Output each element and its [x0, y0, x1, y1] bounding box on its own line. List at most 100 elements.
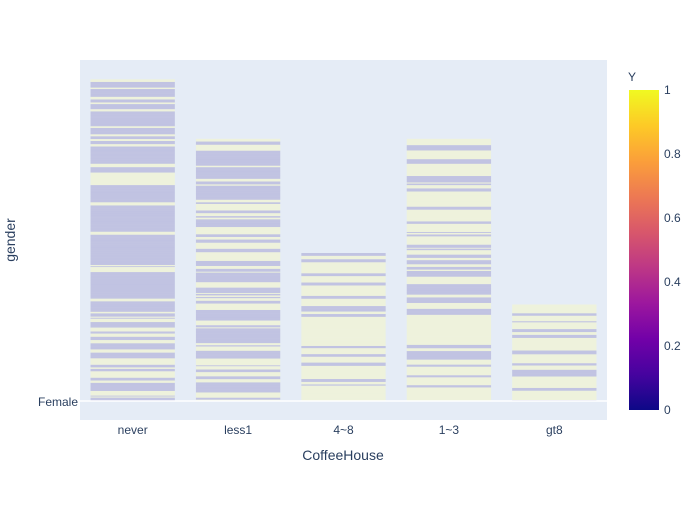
bar-segment	[195, 384, 281, 387]
bar-segment	[406, 232, 492, 234]
bar-segment	[90, 234, 175, 238]
colorbar-tick-label: 0.8	[664, 147, 681, 161]
bar-segment	[90, 250, 175, 253]
bar-segment	[90, 237, 175, 241]
bar-segment	[90, 94, 175, 97]
x-tick-layer: never less1 4~8 1~3 gt8	[118, 423, 563, 437]
bar-segment	[301, 277, 386, 281]
bar-segment	[195, 326, 281, 328]
bar-segment	[406, 377, 492, 380]
bar-segment	[301, 368, 386, 372]
bar-segment	[195, 138, 281, 142]
bar-segment	[195, 227, 281, 230]
bar-segment	[90, 275, 175, 277]
bar-segment	[195, 389, 281, 393]
bar-segment	[406, 278, 492, 282]
bar-segment	[406, 239, 492, 242]
bar-segment	[90, 104, 175, 107]
bar-segment	[512, 394, 597, 397]
bar-segment	[301, 320, 386, 322]
bar-segment	[195, 313, 281, 316]
bar-segment	[301, 342, 386, 345]
x-tick-label-less1: less1	[224, 423, 252, 437]
bar-segment	[90, 281, 175, 285]
bar-segment	[195, 163, 281, 166]
bar-segment	[512, 348, 597, 351]
bar-gt8	[512, 304, 597, 401]
bar-segment	[301, 334, 386, 337]
bar-segment	[512, 329, 597, 332]
bar-segment	[90, 121, 175, 125]
bar-segment	[301, 366, 386, 369]
colorbar-tick-label: 0.2	[664, 339, 681, 353]
bar-segment	[90, 183, 175, 186]
bar-segment	[90, 217, 175, 219]
bar-segment	[301, 306, 386, 309]
bar-segment	[195, 392, 281, 396]
bar-segment	[90, 333, 175, 337]
bar-segment	[90, 247, 175, 251]
bar-segment	[406, 292, 492, 295]
bar-segment	[195, 336, 281, 339]
bar-segment	[301, 373, 386, 377]
bar-segment	[195, 328, 281, 331]
bar-segment	[90, 240, 175, 243]
bar-segment	[90, 197, 175, 200]
bar-segment	[90, 102, 175, 105]
bar-segment	[90, 289, 175, 293]
bar-segment	[90, 367, 175, 369]
bar-segment	[195, 259, 281, 261]
bar-segment	[406, 329, 492, 332]
bar-segment	[301, 341, 386, 343]
bar-segment	[90, 90, 175, 94]
bar-segment	[406, 226, 492, 229]
bar-segment	[406, 311, 492, 313]
bar-segment	[90, 326, 175, 328]
bar-segment	[90, 361, 175, 365]
bar-segment	[90, 329, 175, 332]
bar-segment	[406, 195, 492, 199]
bar-segment	[195, 242, 281, 247]
bar-segment	[195, 343, 281, 346]
bar-segment	[195, 293, 281, 296]
bar-segment	[406, 297, 492, 301]
bar-segment	[90, 384, 175, 388]
bar-segment	[195, 395, 281, 398]
bar-segment	[301, 396, 386, 399]
plot-area	[80, 60, 607, 420]
bar-segment	[90, 157, 175, 160]
bar-segment	[195, 366, 281, 370]
bar-segment	[195, 169, 281, 172]
bar-segment	[301, 360, 386, 363]
bar-segment	[195, 192, 281, 196]
bar-segment	[512, 369, 597, 374]
bar-segment	[406, 336, 492, 339]
bar-segment	[301, 384, 386, 386]
bar-segment	[512, 360, 597, 364]
x-tick-label-never: never	[118, 423, 148, 437]
bar-segment	[90, 346, 175, 350]
bar-segment	[195, 256, 281, 260]
bar-segment	[406, 302, 492, 305]
bar-segment	[406, 287, 492, 291]
colorbar-gradient	[629, 90, 659, 410]
bar-segment	[301, 354, 386, 357]
bar-segment	[195, 382, 281, 385]
bar-segment	[195, 268, 281, 272]
bar-segment	[195, 165, 281, 168]
bar-segment	[406, 338, 492, 342]
bar-segment	[90, 364, 175, 368]
bar-segment	[512, 383, 597, 386]
bar-segment	[406, 323, 492, 326]
bar-segment	[512, 332, 597, 335]
bar-segment	[301, 285, 386, 289]
bar-segment	[90, 87, 175, 90]
bar-segment	[301, 381, 386, 385]
bar-segment	[90, 167, 175, 170]
bar-segment	[512, 340, 597, 344]
bar-segment	[301, 259, 386, 263]
bar-segment	[90, 254, 175, 258]
bar-segment	[301, 390, 386, 392]
bar-segment	[301, 332, 386, 335]
bar-segment	[406, 382, 492, 386]
